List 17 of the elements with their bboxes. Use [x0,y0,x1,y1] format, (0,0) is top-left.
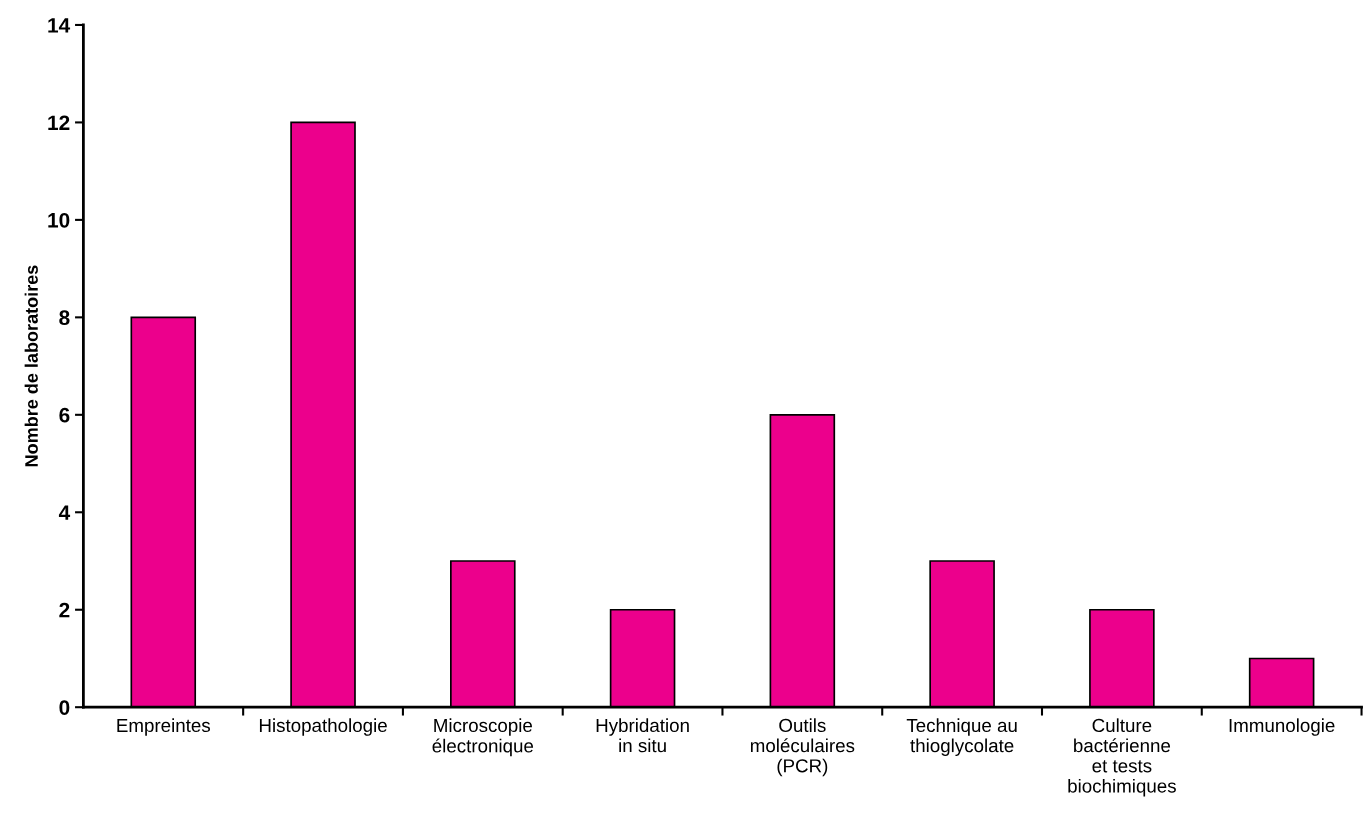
y-tick-label: 6 [59,407,70,423]
x-tick-label: Microscopie électronique [432,718,534,757]
y-tick-label: 4 [58,505,71,520]
y-tick-label: 8 [59,310,70,326]
x-tick-label: Empreintes [117,718,211,736]
x-tick-label: Technique au thioglycolate [906,718,1017,756]
x-tick-label: Hybridation in situ [596,718,689,753]
y-tick-label: 10 [48,212,70,228]
y-tick-label: 0 [59,700,70,715]
y-axis-title: Nombre de laboratoires [24,265,38,467]
y-tick-label: 2 [59,602,70,618]
y-tick-label: 12 [48,115,70,130]
x-tick-label: Histopathologie [259,718,387,736]
x-tick-label: Immunologie [1229,718,1335,736]
x-tick-label: Outils moléculaires (PCR) [750,718,855,777]
x-tick-label: Culture bactérienne et tests biochimiques [1068,718,1176,797]
y-tick-label: 14 [48,18,71,33]
